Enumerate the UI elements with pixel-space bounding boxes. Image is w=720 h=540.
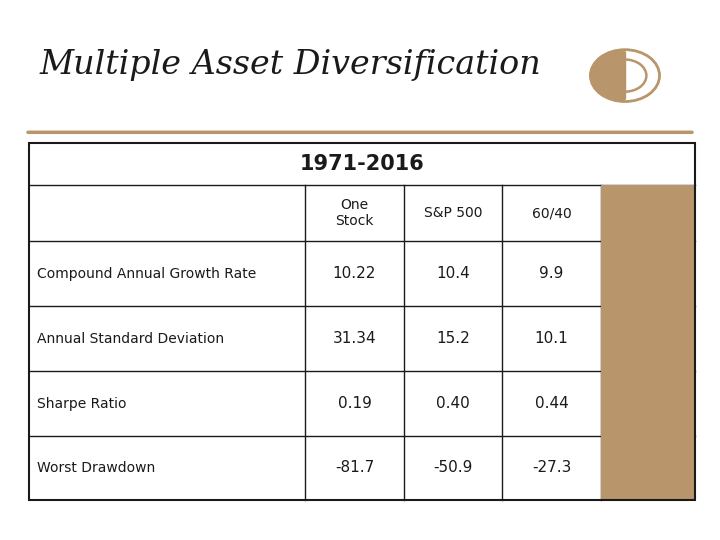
Text: 10.4: 10.4 bbox=[436, 266, 470, 281]
Text: 0.56: 0.56 bbox=[631, 396, 665, 411]
Text: 0.40: 0.40 bbox=[436, 396, 470, 411]
Text: Annual Standard Deviation: Annual Standard Deviation bbox=[37, 332, 224, 346]
Text: 15.2: 15.2 bbox=[436, 331, 470, 346]
Text: 10.1: 10.1 bbox=[535, 331, 569, 346]
Text: Sharpe Ratio: Sharpe Ratio bbox=[37, 396, 126, 410]
Text: 0.19: 0.19 bbox=[338, 396, 372, 411]
Text: Compound Annual Growth Rate: Compound Annual Growth Rate bbox=[37, 267, 256, 281]
Text: 11.2: 11.2 bbox=[631, 266, 665, 281]
Text: 31.34: 31.34 bbox=[333, 331, 377, 346]
Text: S&P 500: S&P 500 bbox=[424, 206, 482, 220]
Text: -81.7: -81.7 bbox=[335, 460, 374, 475]
Text: -50.9: -50.9 bbox=[433, 460, 473, 475]
Text: 1971-2016: 1971-2016 bbox=[300, 154, 424, 174]
Text: -23.5: -23.5 bbox=[628, 460, 667, 475]
Text: 10.22: 10.22 bbox=[333, 266, 376, 281]
Text: One
Stock: One Stock bbox=[336, 198, 374, 228]
Text: Multiple Asset Diversification: Multiple Asset Diversification bbox=[40, 49, 541, 80]
Text: 10.1: 10.1 bbox=[631, 331, 665, 346]
Text: MA: MA bbox=[637, 206, 659, 220]
Text: Worst Drawdown: Worst Drawdown bbox=[37, 461, 155, 475]
Text: 60/40: 60/40 bbox=[532, 206, 572, 220]
Text: 0.44: 0.44 bbox=[535, 396, 569, 411]
Text: -27.3: -27.3 bbox=[532, 460, 571, 475]
Text: 9.9: 9.9 bbox=[539, 266, 564, 281]
